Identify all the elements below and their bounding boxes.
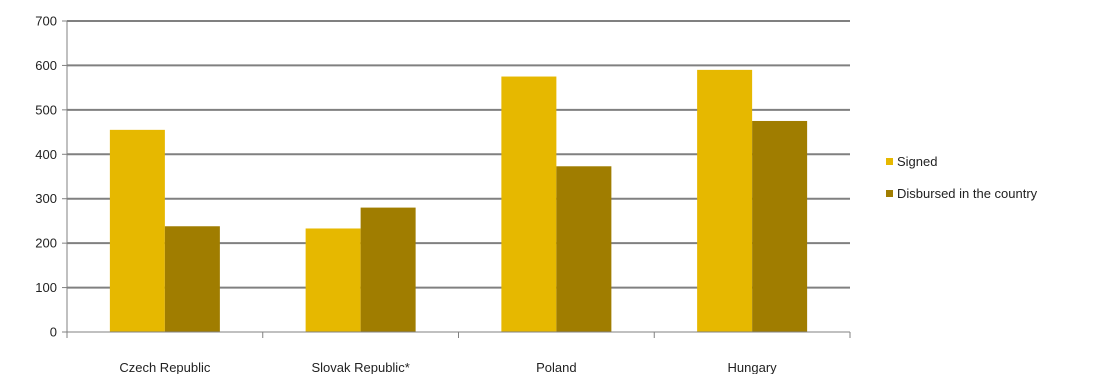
bar-signed-1: [305, 228, 361, 332]
legend-label: Signed: [897, 154, 937, 169]
y-tick-label: 600: [35, 58, 57, 73]
bars: [109, 69, 808, 333]
legend-item-disbursed: Disbursed in the country: [886, 186, 1038, 201]
y-tick-label: 200: [35, 236, 57, 251]
y-tick-labels: 0 100 200 300 400 500 600 700: [35, 14, 57, 340]
bar-signed-3: [697, 69, 753, 332]
axes: [62, 20, 851, 338]
x-category-label: Slovak Republic*: [311, 360, 409, 374]
bar-signed-2: [501, 76, 557, 333]
x-category-label: Hungary: [728, 360, 778, 374]
bar-disbursed-3: [752, 120, 808, 332]
x-category-labels: Czech Republic Slovak Republic* Poland Hung…: [119, 360, 778, 375]
x-category-label: Czech Republic: [119, 360, 211, 374]
y-tick-label: 300: [35, 191, 57, 206]
y-tick-label: 0: [50, 325, 57, 340]
legend-label: Disbursed in the country: [897, 186, 1038, 201]
y-tick-label: 700: [35, 14, 57, 29]
y-tick-label: 400: [35, 147, 57, 162]
legend: Signed Disbursed in the country: [886, 154, 1038, 201]
bar-disbursed-2: [556, 166, 612, 332]
y-tick-label: 500: [35, 102, 57, 117]
legend-swatch: [886, 190, 893, 197]
bar-signed-0: [109, 129, 165, 332]
legend-swatch: [886, 158, 893, 165]
legend-item-signed: Signed: [886, 154, 937, 169]
x-category-label: Poland: [536, 360, 576, 374]
y-tick-label: 100: [35, 280, 57, 295]
bar-disbursed-1: [360, 207, 416, 332]
bar-disbursed-0: [164, 226, 220, 332]
